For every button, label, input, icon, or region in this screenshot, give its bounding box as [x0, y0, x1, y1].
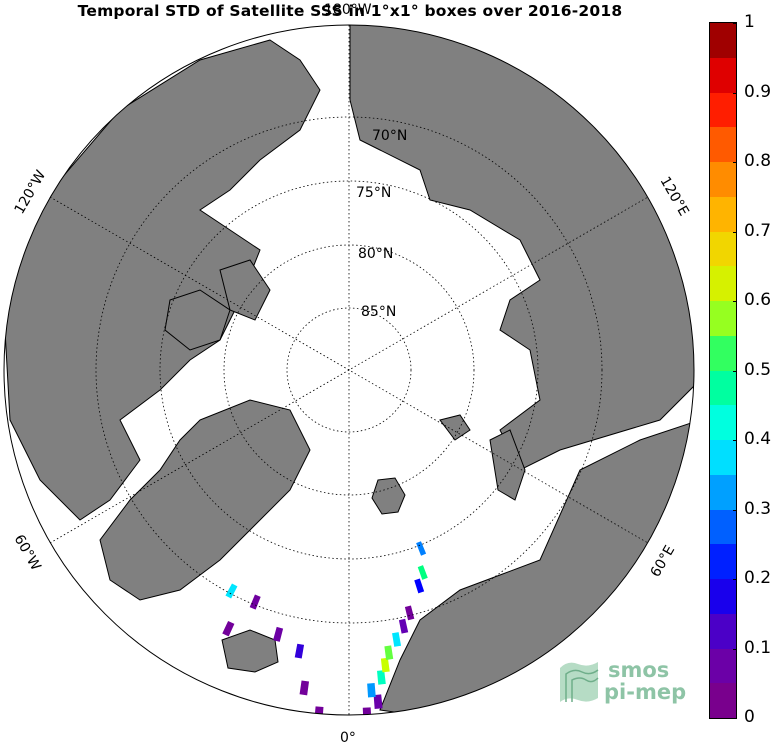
lon-label-0: 0° — [340, 730, 356, 746]
colorbar-segment — [710, 196, 736, 232]
sss-std-cell — [384, 645, 394, 661]
land-svalbard — [371, 477, 406, 515]
sss-std-cell — [294, 643, 305, 659]
sss-std-cell — [404, 605, 415, 621]
logo-mark-icon — [560, 662, 599, 702]
land-novaya-zemlya — [489, 429, 526, 501]
colorbar-tick-label: 0 — [744, 707, 755, 727]
land-franz-josef — [439, 414, 471, 441]
sss-std-cell — [225, 583, 238, 599]
lat-label-85n: 85°N — [361, 304, 396, 320]
colorbar-segment — [710, 440, 736, 475]
colorbar-segment — [710, 648, 736, 684]
lat-label-80n: 80°N — [358, 246, 393, 262]
colorbar-segment — [710, 266, 736, 301]
land-archipelago-1 — [164, 289, 231, 351]
colorbar-segment — [710, 231, 736, 267]
colorbar-segment — [710, 544, 736, 579]
sss-std-cell — [273, 626, 284, 642]
colorbar-segment — [710, 335, 736, 371]
lon-label-120e: 120°E — [657, 174, 692, 219]
lat-label-75n: 75°N — [356, 185, 391, 201]
sss-std-cell — [249, 594, 261, 610]
colorbar-segment — [710, 683, 736, 718]
colorbar-tick-label: 0.3 — [744, 498, 772, 519]
meridian-60w-120e — [49, 196, 649, 544]
land-layer — [4, 25, 694, 715]
colorbar-segment — [710, 370, 736, 406]
map-title: Temporal STD of Satellite SSS in 1°x1° b… — [77, 2, 623, 20]
colorbar-tick-mark — [733, 648, 737, 650]
sss-std-cell — [392, 632, 402, 647]
sss-std-cell — [398, 618, 409, 634]
parallel-85n — [286, 307, 412, 433]
colorbar-segment — [710, 301, 736, 336]
colorbar-segment — [710, 162, 736, 197]
colorbar-segment — [710, 613, 736, 649]
colorbar-segment — [710, 405, 736, 440]
colorbar-tick-label: 0.8 — [744, 151, 772, 171]
sss-std-cell — [417, 565, 428, 580]
colorbar-tick-label: 0.7 — [744, 220, 772, 241]
colorbar-tick-mark — [733, 370, 737, 372]
lat-label-70n: 70°N — [372, 128, 407, 144]
colorbar — [709, 22, 737, 719]
colorbar-segment — [710, 127, 736, 162]
colorbar-segment — [710, 509, 736, 545]
colorbar-segment — [710, 474, 736, 510]
colorbar-tick-label: 0.1 — [744, 637, 772, 658]
colorbar-tick-mark — [733, 92, 737, 94]
colorbar-tick-label: 0.5 — [744, 359, 772, 380]
parallel-75n — [159, 180, 539, 560]
sss-std-cell — [414, 578, 425, 594]
colorbar-segment — [710, 23, 736, 58]
logo-text-smos: smos — [608, 658, 670, 682]
map-boundary — [3, 24, 695, 716]
colorbar-tick-label: 0.4 — [744, 429, 772, 449]
colorbar-tick-mark — [733, 440, 737, 441]
sss-std-cell — [367, 683, 376, 698]
sss-std-cells — [222, 541, 428, 715]
sss-std-cell — [299, 680, 310, 696]
sss-std-cell — [380, 657, 390, 673]
colorbar-tick-mark — [733, 162, 737, 163]
lon-label-60e: 60°E — [648, 543, 679, 580]
colorbar-tick-mark — [733, 579, 737, 580]
lon-label-60w: 60°W — [11, 532, 44, 574]
colorbar-tick-mark — [733, 231, 737, 233]
colorbar-tick-mark — [733, 509, 737, 511]
land-archipelago-2 — [219, 259, 271, 321]
colorbar-segment — [710, 579, 736, 614]
colorbar-tick-label: 0.6 — [744, 290, 772, 310]
logo-text-pimep: pi-mep — [604, 680, 687, 704]
colorbar-tick-label: 0.2 — [744, 568, 772, 588]
colorbar-tick-mark — [733, 718, 737, 719]
graticule — [49, 25, 649, 715]
colorbar-tick-mark — [733, 301, 737, 302]
colorbar-tick-label: 0.9 — [744, 81, 772, 102]
sss-std-cell — [373, 694, 383, 709]
smos-pimep-logo: smos pi-mep — [556, 656, 696, 706]
sss-std-cell — [222, 620, 235, 637]
parallel-70n — [95, 116, 603, 624]
colorbar-tick-label: 1 — [744, 12, 755, 32]
land-greenland — [99, 399, 311, 601]
colorbar-segment — [710, 92, 736, 128]
sss-std-cell — [377, 670, 386, 685]
colorbar-segment — [710, 57, 736, 93]
land-iceland — [221, 629, 279, 673]
colorbar-tick-mark — [733, 23, 737, 24]
lon-label-180w: 180°W — [324, 2, 372, 18]
